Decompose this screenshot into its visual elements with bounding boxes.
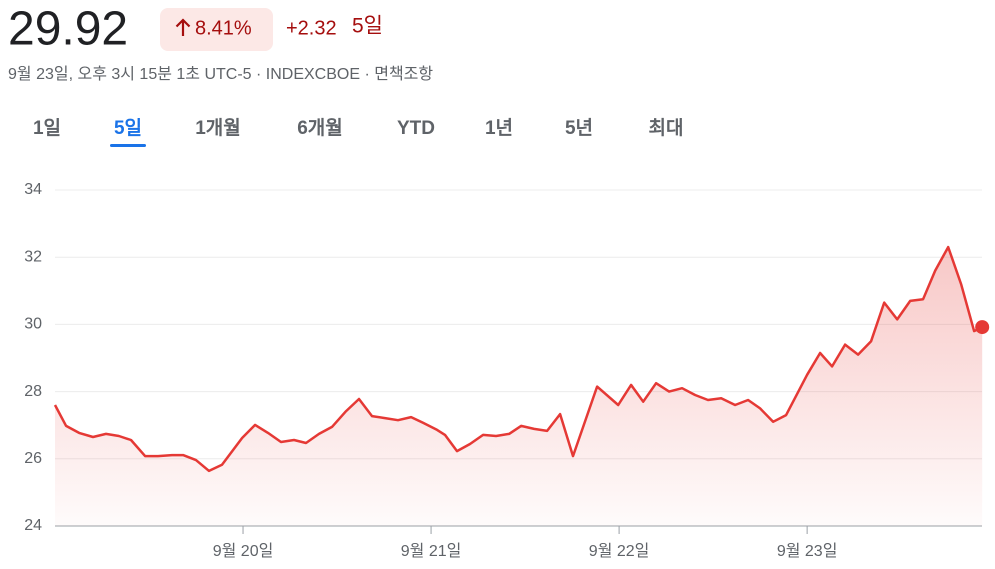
x-tick-label: 9월 23일 [777,542,838,560]
tab[interactable]: YTD [397,118,435,139]
tab[interactable]: 5년 [565,117,593,139]
y-tick-label: 32 [24,248,42,265]
change-badge [160,8,273,51]
tab[interactable]: 5일 [114,117,142,139]
area [55,247,983,526]
last-point [975,320,990,335]
price: 29.92 [8,3,128,56]
tab[interactable]: 1년 [485,117,513,139]
tabs: 1일 5일 1개월 6개월 YTD 1년 5년 최대 [33,117,684,147]
y-tick-label: 26 [24,450,42,467]
price-line [53,245,983,473]
tab-underline [110,144,146,147]
x-tick-label: 9월 22일 [589,542,650,560]
x-tick-label: 9월 20일 [213,542,274,560]
period: 5일 [352,15,383,38]
change-value: +2.32 [286,17,337,39]
x-tick-label: 9월 21일 [401,542,462,560]
plot: 24 26 28 30 32 34 9월 20일 9월 21일 9월 22일 9월 23일 [24,181,990,560]
y-tick-label: 28 [24,383,42,400]
y-tick-label: 24 [24,517,42,534]
y-tick-label: 34 [24,181,42,198]
change-percent: 8.41% [195,17,252,39]
up-arrow-icon [175,18,191,36]
tab[interactable]: 6개월 [297,117,343,139]
tab[interactable]: 1일 [33,117,61,139]
tab[interactable]: 최대 [649,117,684,139]
tab[interactable]: 1개월 [195,117,241,139]
y-tick-label: 30 [24,316,42,333]
subtitle: 9월 23일, 오후 3시 15분 1초 UTC-5 · INDEXCBOE ·… [8,65,433,83]
